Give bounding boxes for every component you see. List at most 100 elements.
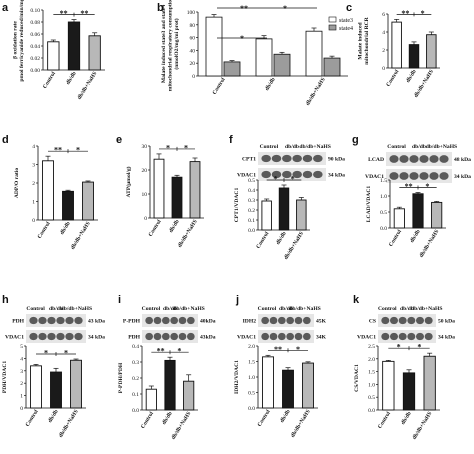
category-label: Control	[140, 411, 155, 430]
bar	[391, 21, 402, 69]
category-label: Control	[148, 219, 163, 238]
sig-mark: **	[405, 182, 413, 191]
category-label: Control	[42, 71, 57, 90]
blot-group-label: Control	[258, 306, 277, 312]
blot-band	[186, 332, 195, 341]
blot-group-label: Control	[378, 306, 397, 312]
y-tick-label: 0.0	[248, 406, 255, 412]
blot-band	[161, 332, 170, 341]
y-tick-label: 1.5	[248, 360, 255, 366]
blot-group-label: db/db	[400, 306, 414, 312]
y-tick-label: 0	[144, 216, 147, 222]
blot-row-size: 34K	[316, 335, 327, 341]
category-label: db/db	[405, 69, 418, 84]
sig-mark: **	[401, 9, 409, 18]
blot-band	[282, 154, 292, 163]
panel-letter: g	[352, 134, 359, 146]
category-label: db/db	[59, 221, 72, 236]
blot-row-size: 50 kDa	[438, 319, 455, 325]
bar	[431, 201, 443, 229]
y-axis-label: LCAD/VDAC1	[366, 186, 372, 223]
bar	[412, 193, 424, 229]
blot-band	[38, 332, 47, 341]
blot-band	[277, 332, 286, 341]
y-tick-label: 0.0	[248, 228, 255, 234]
bar	[42, 160, 54, 221]
panel-letter: a	[2, 2, 9, 14]
legend-swatch	[328, 16, 337, 23]
y-axis-label: Malate induced	[358, 22, 364, 60]
bar	[296, 199, 307, 231]
blot-group-label: db/db	[412, 144, 426, 150]
bar	[82, 181, 94, 221]
panel-letter: b	[157, 2, 164, 14]
category-label: db/db+NaHS	[290, 409, 312, 439]
category-label: db/db	[279, 409, 292, 424]
blot-band	[178, 316, 187, 325]
sig-mark: *	[283, 4, 287, 13]
blot-band	[419, 155, 429, 163]
blot-group-label: Control	[387, 144, 406, 150]
bar-state3	[305, 30, 323, 77]
blot-band	[294, 332, 303, 341]
blot-band	[145, 332, 154, 341]
y-tick-label: 2	[20, 381, 23, 387]
category-label: db/db+NaHS	[58, 409, 80, 439]
y-tick-label: 60	[190, 36, 196, 42]
blot-band	[381, 316, 390, 325]
blot-band	[153, 316, 162, 325]
category-label: db/db+NaHS	[412, 411, 434, 441]
blot-band	[302, 316, 311, 325]
bar	[302, 362, 314, 409]
bar	[171, 176, 183, 219]
blot-band	[292, 170, 302, 179]
sig-mark: *	[76, 146, 80, 155]
blot-row-name: P-PDH	[123, 319, 141, 325]
y-tick-label: 1	[32, 200, 35, 206]
y-tick-label: 80	[190, 23, 196, 29]
category-label: db/db	[47, 409, 60, 424]
category-label: db/db	[168, 219, 181, 234]
y-tick-label: 4	[382, 30, 385, 36]
blot-group-label: db/db	[279, 306, 293, 312]
y-axis-label: CS/VDAC1	[354, 364, 360, 392]
category-label: Control	[385, 69, 400, 88]
panel-letter: k	[353, 294, 360, 306]
bar	[164, 359, 176, 411]
y-tick-label: 0.06	[30, 32, 40, 38]
y-tick-label: 20	[142, 168, 148, 174]
panel-letter: i	[118, 294, 121, 306]
blot-band	[56, 332, 65, 341]
bar-state4	[273, 53, 291, 77]
y-tick-label: 0.08	[30, 20, 40, 26]
blot-band	[65, 332, 74, 341]
blot-band	[302, 332, 311, 341]
category-label: db/db	[264, 77, 277, 92]
category-label: Control	[388, 229, 403, 248]
blot-group-label: Control	[260, 144, 279, 150]
y-axis-label: CPT1/VDAC1	[234, 188, 240, 223]
bar	[67, 21, 81, 71]
blot-row-size: 43kDa	[200, 335, 216, 341]
y-axis-label: (nmolO2/mg/mi prot)	[173, 18, 180, 69]
blot-band	[407, 332, 416, 341]
y-tick-label: 1	[20, 394, 23, 400]
blot-row-name: VDAC1	[357, 335, 376, 341]
blot-band	[409, 172, 419, 180]
y-axis-label: pmol ferricyanide reduced/min/mg	[19, 0, 25, 82]
category-label: db/db+NaHS	[305, 77, 327, 107]
bar	[153, 158, 165, 219]
blot-band	[29, 316, 38, 325]
y-tick-label: 0.5	[248, 391, 255, 397]
blot-band	[286, 332, 295, 341]
category-label: db/db+NaHS	[419, 229, 441, 259]
sig-mark: *	[296, 345, 300, 354]
bar	[402, 372, 416, 411]
blot-band	[424, 316, 433, 325]
category-label: db/db+NaHS	[70, 221, 92, 251]
y-axis-label: mitochondrial RCR	[364, 16, 370, 64]
